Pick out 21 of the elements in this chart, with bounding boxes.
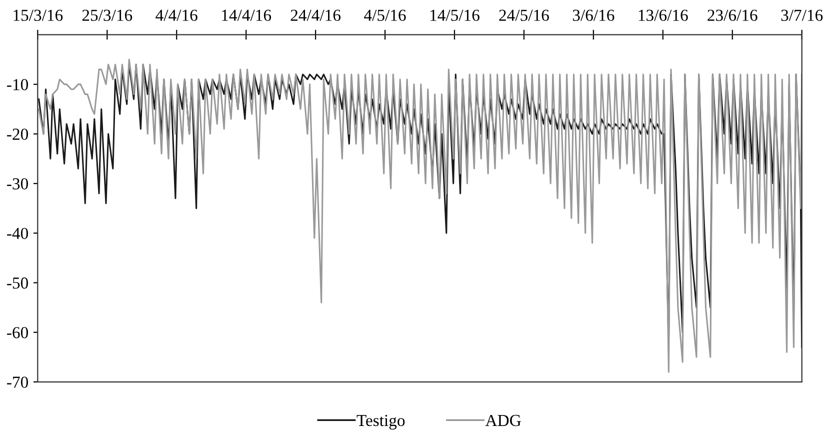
x-tick-label: 3/7/16 <box>781 10 823 21</box>
x-tick-label: 23/6/16 <box>708 10 758 21</box>
x-tick-label: 15/3/16 <box>14 10 63 21</box>
x-tick-label: 14/4/16 <box>222 10 272 21</box>
y-tick-label: -30 <box>7 178 28 190</box>
y-tick-label: -10 <box>7 79 28 90</box>
legend-label: Testigo <box>356 414 405 430</box>
y-tick-label: -70 <box>7 376 28 388</box>
x-tick-label: 13/6/16 <box>638 10 688 21</box>
x-tick-label: 24/5/16 <box>499 10 549 21</box>
legend-label: ADG <box>485 414 521 426</box>
x-tick-label: 24/4/16 <box>290 10 341 21</box>
y-tick-label: -20 <box>7 128 28 140</box>
x-tick-label: 4/4/16 <box>156 10 198 21</box>
x-tick-label: 14/5/16 <box>430 10 480 21</box>
y-tick-label: -40 <box>7 228 28 240</box>
x-tick-label: 3/6/16 <box>572 10 614 21</box>
y-tick-label: -60 <box>7 327 28 338</box>
x-tick-label: 25/3/16 <box>82 10 132 21</box>
x-tick-label: 4/5/16 <box>364 10 406 21</box>
y-tick-label: -50 <box>7 277 28 289</box>
